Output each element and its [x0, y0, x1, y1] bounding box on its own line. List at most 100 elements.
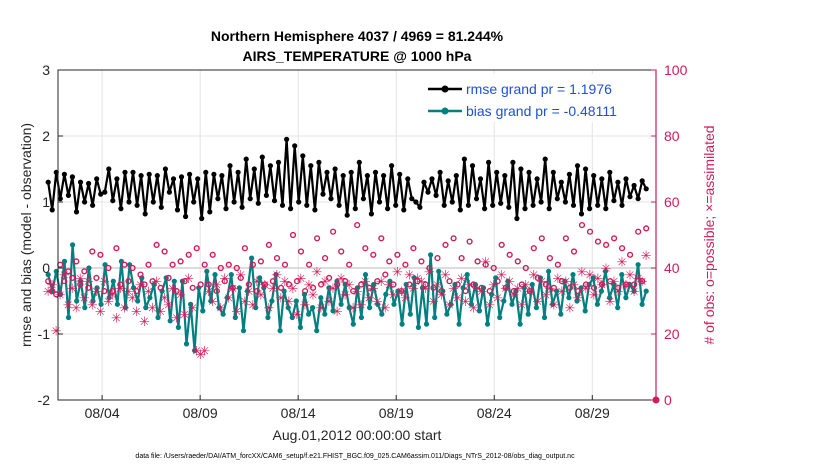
- data-point: [61, 171, 67, 177]
- data-point: [102, 189, 108, 195]
- count-possible-marker: [185, 251, 192, 258]
- data-point: [57, 196, 63, 202]
- count-assimilated-marker: ✳: [641, 248, 652, 263]
- data-point: [360, 196, 366, 202]
- data-point: [61, 258, 68, 264]
- data-point: [195, 176, 201, 182]
- count-assimilated-marker: ✳: [79, 291, 90, 306]
- series-line: [47, 243, 648, 352]
- count-possible-marker: [113, 245, 120, 252]
- count-assimilated-marker: ✳: [55, 287, 66, 302]
- data-point: [265, 314, 271, 321]
- count-assimilated-marker: ✳: [292, 307, 303, 322]
- count-possible-marker: [129, 264, 136, 272]
- data-point: [562, 199, 569, 205]
- data-point: [566, 171, 573, 177]
- count-assimilated-marker: ✳: [589, 287, 600, 302]
- count-assimilated-marker: ✳: [175, 287, 186, 302]
- count-assimilated-marker: ✳: [191, 344, 202, 359]
- data-point: [191, 199, 197, 205]
- count-possible-marker: [77, 281, 84, 288]
- data-point: [494, 169, 500, 175]
- data-point: [199, 215, 205, 222]
- count-assimilated-marker: ✳: [300, 297, 311, 312]
- count-assimilated-marker: ✳: [508, 287, 519, 302]
- count-assimilated-marker: ✳: [67, 281, 78, 296]
- data-point: [517, 321, 523, 327]
- data-point: [525, 311, 531, 317]
- data-point: [598, 288, 605, 294]
- count-possible-marker: [302, 288, 309, 295]
- data-point: [635, 262, 641, 268]
- count-assimilated-marker: ✳: [187, 301, 198, 316]
- data-point: [574, 298, 580, 304]
- count-assimilated-marker: ✳: [171, 311, 182, 326]
- data-point: [170, 176, 177, 182]
- count-possible-marker: [330, 228, 337, 235]
- data-point: [385, 206, 391, 212]
- data-point: [546, 268, 552, 274]
- count-possible-marker: [249, 261, 257, 268]
- data-point: [441, 202, 447, 208]
- count-assimilated-marker: ✳: [577, 264, 588, 279]
- data-point: [389, 163, 395, 169]
- count-assimilated-marker: ✳: [71, 301, 82, 316]
- count-possible-marker: [145, 261, 152, 268]
- count-possible-marker: [265, 241, 273, 249]
- data-point: [445, 178, 451, 184]
- data-point: [130, 169, 136, 175]
- count-assimilated-marker: ✳: [496, 268, 507, 283]
- data-point: [235, 169, 241, 175]
- data-point: [534, 176, 540, 182]
- count-assimilated-marker: ✳: [276, 291, 287, 306]
- count-possible-marker: [462, 288, 469, 295]
- count-possible-marker: [506, 251, 513, 258]
- chart-title: Northern Hemisphere 4037 / 4969 = 81.244…: [211, 28, 504, 44]
- count-possible-marker: [418, 258, 425, 265]
- legend: rmse grand pr = 1.1976 bias grand pr = -…: [420, 74, 650, 122]
- data-point: [228, 272, 234, 278]
- count-assimilated-marker: ✳: [91, 284, 102, 299]
- count-assimilated-marker: ✳: [585, 268, 596, 283]
- data-point: [142, 211, 148, 217]
- count-possible-marker: [229, 284, 236, 291]
- data-point: [86, 180, 92, 187]
- count-assimilated-marker: ✳: [372, 294, 383, 309]
- count-assimilated-marker: ✳: [199, 344, 210, 359]
- count-assimilated-marker: ✳: [159, 291, 170, 306]
- x-tick-label: 08/19: [379, 405, 414, 421]
- count-assimilated-marker: ✳: [179, 307, 190, 322]
- count-possible-marker: [125, 278, 132, 285]
- count-assimilated-marker: ✳: [47, 278, 58, 293]
- data-point: [583, 166, 589, 172]
- data-point: [147, 295, 153, 301]
- data-point: [344, 212, 350, 218]
- data-point: [106, 295, 112, 301]
- count-possible-marker: [261, 281, 269, 288]
- count-possible-marker: [618, 245, 626, 252]
- count-assimilated-marker: ✳: [324, 294, 335, 309]
- data-point: [554, 196, 560, 202]
- y2-tick-label: 60: [664, 194, 680, 210]
- count-assimilated-marker: ✳: [316, 301, 327, 316]
- count-possible-marker: [241, 245, 249, 252]
- count-assimilated-marker: ✳: [336, 271, 347, 286]
- count-assimilated-marker: ✳: [247, 297, 258, 312]
- count-possible-marker: [253, 288, 261, 295]
- data-point: [453, 173, 459, 179]
- y2-tick-label: 100: [664, 62, 688, 78]
- data-point: [340, 173, 346, 179]
- data-point: [530, 202, 536, 208]
- data-point: [643, 186, 649, 192]
- data-point: [143, 305, 149, 311]
- data-point: [615, 305, 621, 311]
- data-point: [497, 314, 503, 321]
- count-possible-marker: [606, 278, 614, 285]
- data-point: [255, 200, 261, 206]
- count-assimilated-marker: ✳: [352, 284, 363, 299]
- count-possible-marker: [314, 235, 321, 242]
- data-point: [158, 204, 164, 210]
- data-point: [623, 295, 629, 301]
- y-tick-label: -2: [38, 392, 51, 408]
- count-possible-marker: [93, 274, 100, 282]
